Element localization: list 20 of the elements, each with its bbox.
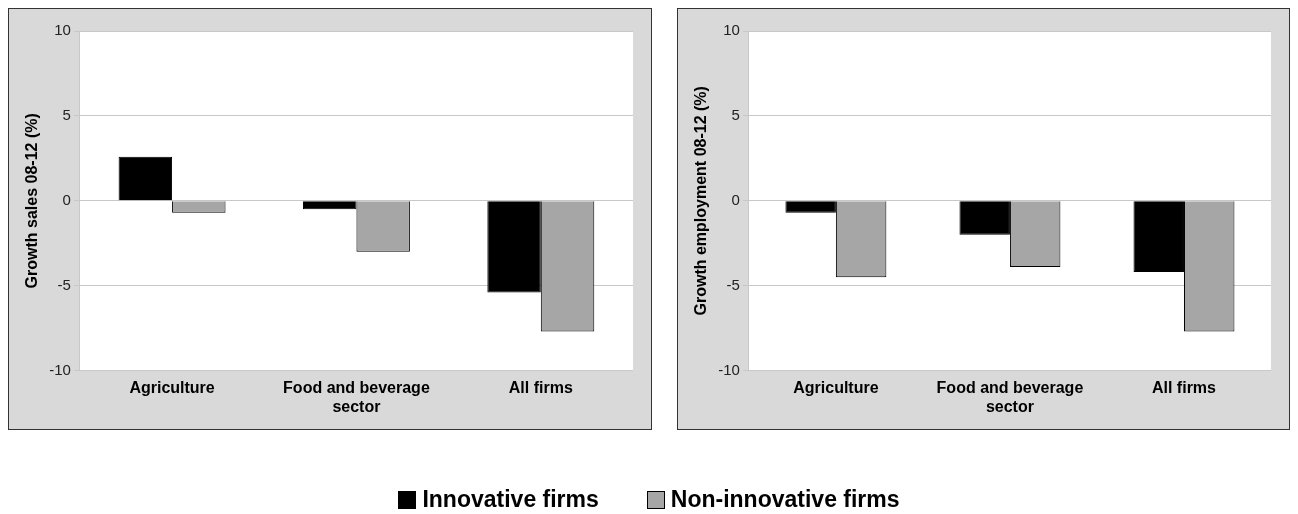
y-tick-label: -5 [57, 275, 71, 293]
y-tick-label: 0 [731, 190, 740, 208]
y-tick-label: -10 [49, 360, 71, 378]
y-tick-label: -5 [726, 275, 740, 293]
y-tick-label: 10 [54, 21, 71, 39]
y-axis-title: Growth employment 08-12 (%) [692, 86, 710, 316]
y-tick-label: 0 [62, 190, 71, 208]
y-axis-title: Growth sales 08-12 (%) [23, 113, 41, 289]
x-tick-label: Agriculture [129, 378, 215, 396]
x-tick-label: Agriculture [793, 378, 879, 396]
legend-label: Non-innovative firms [670, 486, 900, 513]
y-tick-label: 10 [723, 21, 740, 39]
x-tick-label: Food and beverage sector [283, 378, 430, 415]
x-tick-label: Food and beverage sector [936, 378, 1084, 415]
x-tick-label: All firms [508, 378, 573, 396]
y-tick-label: 5 [62, 106, 71, 124]
y-tick-label: -10 [718, 360, 740, 378]
y-tick-label: 5 [731, 106, 740, 124]
x-tick-label: All firms [1151, 378, 1217, 396]
legend-label: Innovative firms [422, 486, 599, 513]
